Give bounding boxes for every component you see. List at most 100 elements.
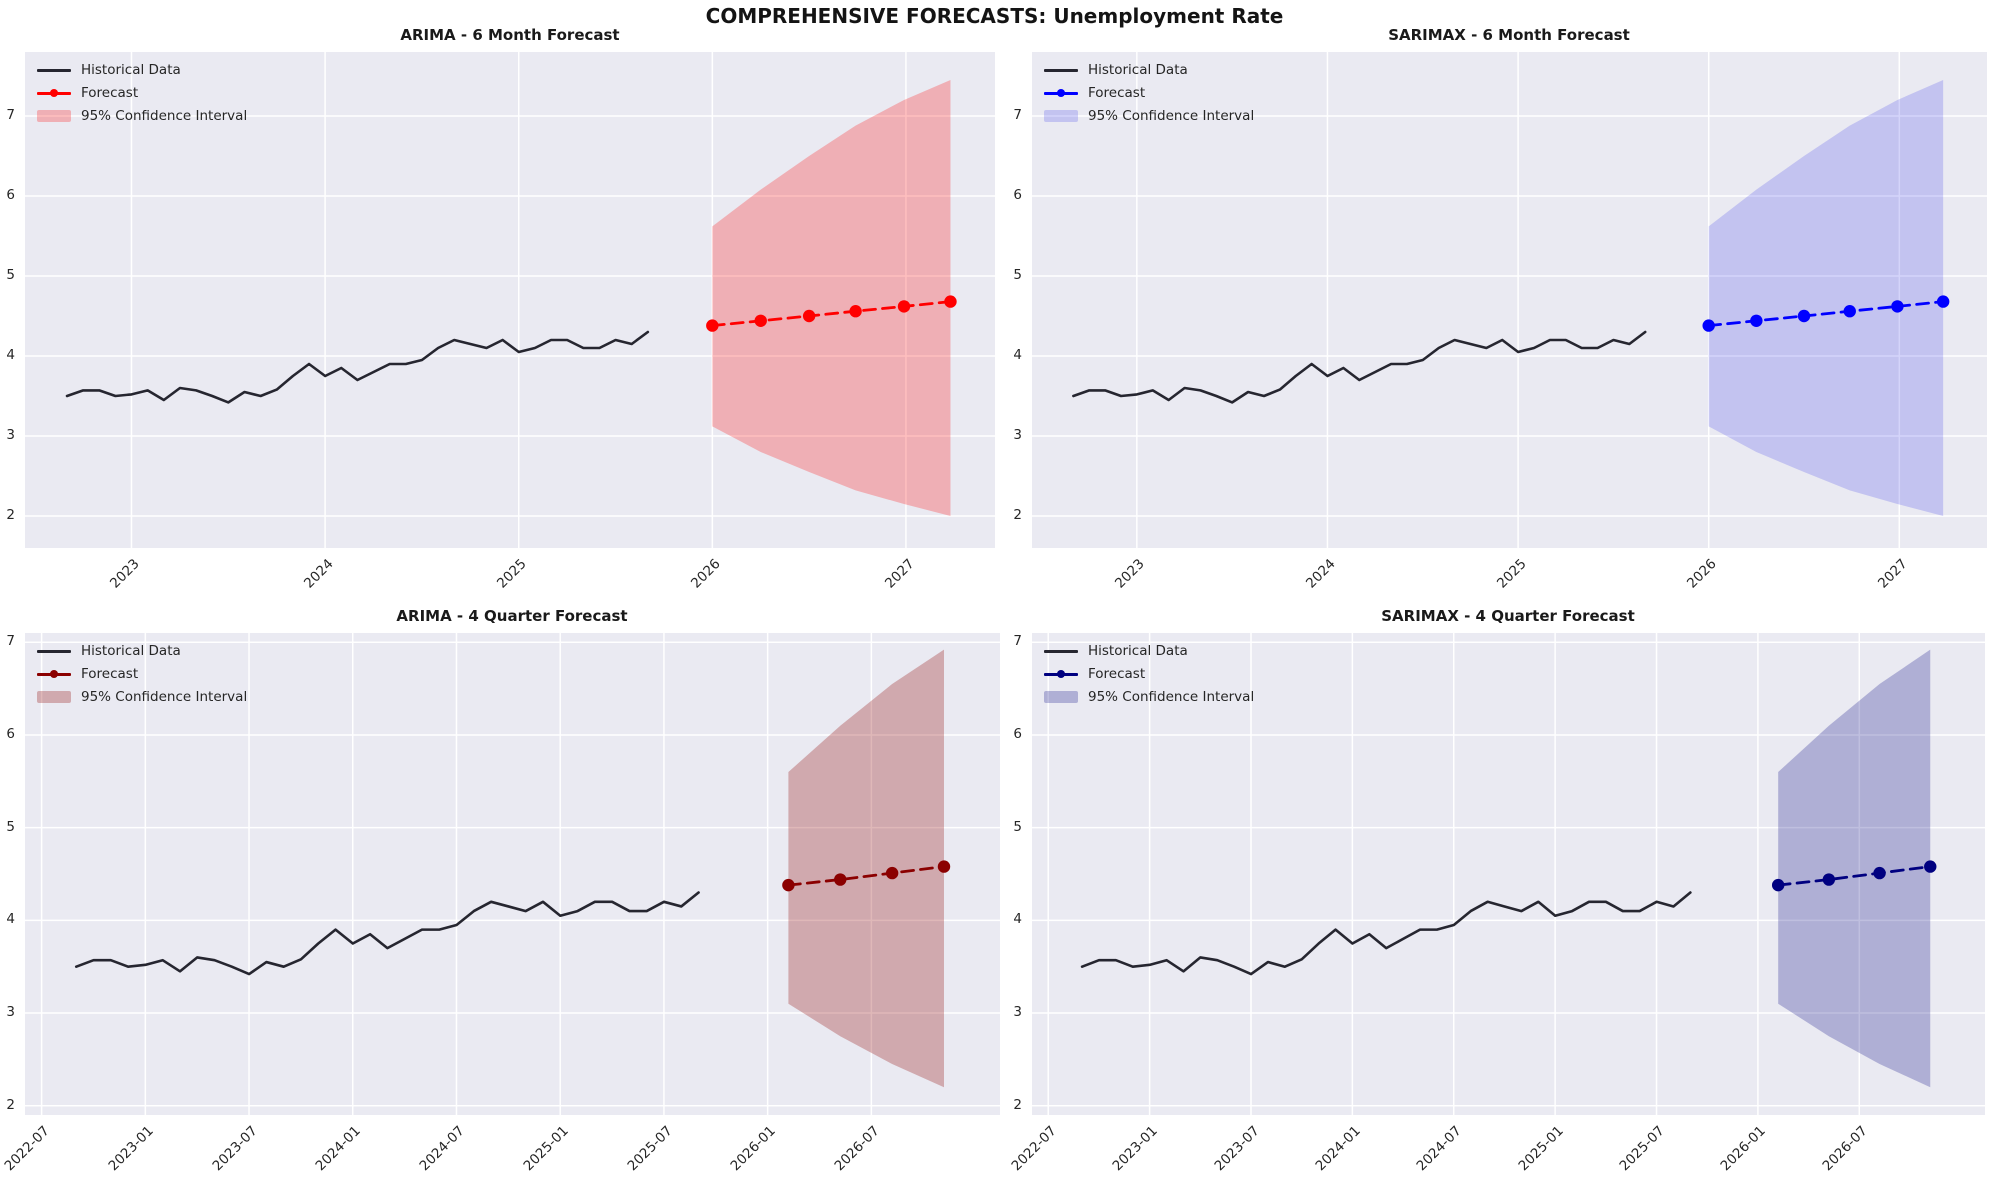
forecast-line: [710, 300, 952, 328]
y-tick-label: 6: [1013, 187, 1022, 203]
legend-item-ci: 95% Confidence Interval: [1044, 689, 1254, 705]
x-tick-label: 2024-07: [1413, 1123, 1466, 1175]
x-tick-label: 2023-01: [1109, 1123, 1161, 1175]
legend-swatch: [1044, 109, 1078, 123]
forecast-marker: [849, 305, 862, 318]
legend-item-forecast: Forecast: [37, 85, 247, 101]
historical-line-swatch: [37, 649, 71, 653]
legend: Historical Data Forecast 95% Confidence In…: [37, 643, 247, 705]
y-tick-label: 2: [6, 507, 15, 523]
legend-swatch: [1044, 690, 1078, 704]
confidence-interval-swatch: [37, 691, 71, 703]
legend-label: Historical Data: [1088, 643, 1188, 659]
x-tick-label: 2025-07: [624, 1123, 676, 1175]
y-tick-label: 5: [6, 818, 15, 835]
y-tick-label: 3: [1013, 1004, 1022, 1021]
legend-swatch: [37, 690, 71, 704]
x-tick-label: 2024: [300, 556, 337, 592]
legend: Historical Data Forecast 95% Confidence In…: [1044, 643, 1254, 705]
x-tick-label: 2024: [1303, 556, 1339, 592]
forecast-marker: [1936, 295, 1950, 308]
historical-line-swatch: [1044, 68, 1078, 72]
legend-label: 95% Confidence Interval: [1088, 108, 1255, 124]
subplot-title-sarimax-4q: SARIMAX - 4 Quarter Forecast: [1381, 607, 1635, 625]
y-tick-label: 4: [6, 911, 15, 928]
x-tick-label: 2023-07: [1211, 1123, 1263, 1175]
x-tick-label: 2025-01: [520, 1123, 572, 1175]
x-tick-label: 2023: [107, 556, 143, 592]
legend-label: Forecast: [81, 85, 139, 101]
forecast-marker: [1843, 305, 1856, 318]
confidence-interval-swatch: [37, 110, 71, 122]
y-tick-label: 6: [6, 187, 15, 203]
legend-item-historical: Historical Data: [37, 643, 247, 659]
legend-label: 95% Confidence Interval: [1088, 689, 1255, 705]
historical-line: [1072, 330, 1647, 404]
forecast-marker: [754, 314, 767, 327]
y-tick-label: 5: [1013, 267, 1022, 283]
legend-item-forecast: Forecast: [1044, 85, 1254, 101]
y-tick-label: 3: [1013, 427, 1022, 443]
y-tick-label: 7: [1013, 107, 1022, 123]
y-tick-label: 3: [6, 1004, 15, 1021]
confidence-interval-area: [788, 649, 944, 1088]
forecast-line: [1707, 300, 1945, 328]
forecast-marker-swatch: [50, 670, 58, 678]
legend-swatch: [37, 667, 71, 681]
forecast-marker: [1924, 860, 1937, 873]
x-tick-label: 2026-01: [727, 1123, 779, 1175]
y-tick-label: 3: [6, 427, 15, 443]
x-tick-label: 2026: [1684, 556, 1721, 592]
chart-svg: [1032, 52, 1987, 548]
forecast-line: [787, 865, 946, 887]
legend-label: Forecast: [1088, 85, 1146, 101]
historical-line: [1080, 891, 1692, 976]
historical-line-swatch: [1044, 649, 1078, 653]
x-tick-label: 2025: [1493, 556, 1530, 592]
x-tick-label: 2027: [1875, 556, 1911, 592]
chart-svg: [25, 52, 995, 548]
y-tick-label: 6: [1013, 725, 1022, 742]
legend: Historical Data Forecast 95% Confidence In…: [37, 62, 247, 124]
historical-line: [65, 330, 650, 404]
x-tick-label: 2025-07: [1616, 1123, 1668, 1175]
subplot-title-arima-6m: ARIMA - 6 Month Forecast: [400, 26, 620, 44]
legend-label: Historical Data: [1088, 62, 1188, 78]
chart-sarimax-4q: 2 3 4 5 6 7 2022-07 2023-01 2023-07 2024-01 2024-0…: [1008, 633, 1985, 1174]
historical-line: [74, 891, 700, 976]
chart-svg: [25, 633, 1000, 1115]
figure-title: COMPREHENSIVE FORECASTS: Unemployment Ra…: [705, 4, 1284, 28]
confidence-interval-area: [712, 80, 951, 516]
legend-swatch: [1044, 644, 1078, 658]
legend-item-historical: Historical Data: [1044, 62, 1254, 78]
x-tick-label: 2024-01: [312, 1123, 365, 1175]
x-tick-label: 2023: [1112, 556, 1149, 592]
legend-label: Historical Data: [81, 62, 181, 78]
x-tick-label: 2026-01: [1718, 1123, 1770, 1175]
forecast-marker: [885, 866, 899, 880]
subplot-title-sarimax-6m: SARIMAX - 6 Month Forecast: [1388, 26, 1630, 44]
forecast-marker: [1771, 878, 1785, 892]
legend-swatch: [37, 63, 71, 77]
legend-item-ci: 95% Confidence Interval: [37, 689, 247, 705]
x-tick-label: 2023-01: [105, 1123, 157, 1175]
y-tick-label: 7: [6, 107, 15, 123]
legend-item-historical: Historical Data: [37, 62, 247, 78]
legend-label: Forecast: [1088, 666, 1146, 682]
chart-sarimax-6m: 2 3 4 5 6 7 2023 2024 2025 2026 2027 Historical Dat…: [1013, 52, 1987, 592]
confidence-interval-area: [1778, 649, 1931, 1088]
x-tick-label: 2024-01: [1312, 1123, 1364, 1175]
forecast-marker: [1702, 319, 1715, 332]
x-tick-label: 2027: [881, 556, 918, 592]
legend-swatch: [1044, 667, 1078, 681]
y-tick-label: 6: [6, 725, 15, 742]
y-tick-label: 4: [1013, 911, 1022, 928]
x-tick-label: 2026: [688, 556, 724, 592]
confidence-interval-swatch: [1044, 110, 1078, 122]
forecast-marker-swatch: [1057, 670, 1065, 678]
legend-swatch: [1044, 63, 1078, 77]
forecast-marker: [834, 873, 847, 886]
legend-label: Historical Data: [81, 643, 181, 659]
y-tick-label: 2: [1013, 507, 1022, 523]
y-tick-label: 7: [6, 633, 15, 650]
